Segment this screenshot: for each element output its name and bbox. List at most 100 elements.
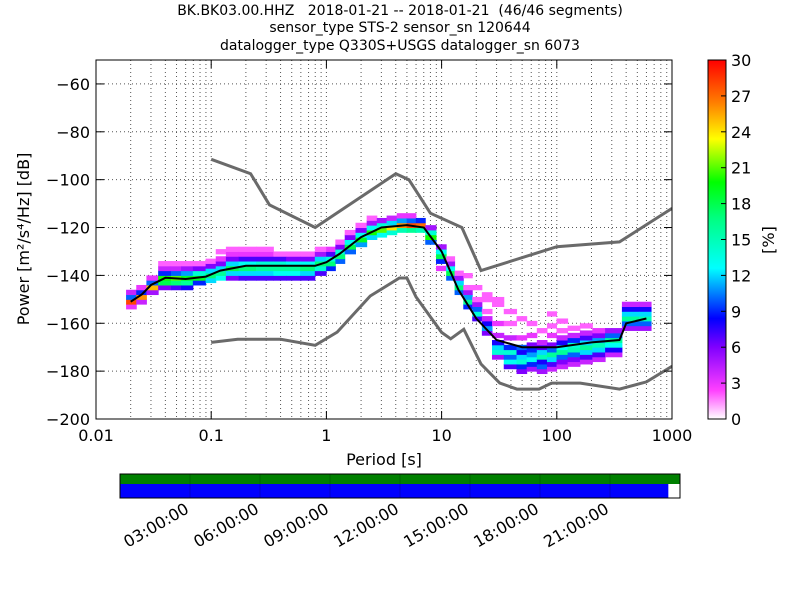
psd-cell bbox=[516, 368, 528, 375]
psd-cell bbox=[344, 244, 356, 250]
psd-cell bbox=[605, 342, 623, 348]
psd-cell bbox=[376, 227, 388, 233]
psd-cell bbox=[158, 280, 172, 286]
psd-cell bbox=[273, 261, 287, 267]
psd-cell bbox=[425, 229, 437, 236]
median-curve bbox=[130, 224, 647, 349]
psd-cell bbox=[158, 270, 172, 276]
psd-cell bbox=[592, 328, 606, 334]
psd-cell bbox=[605, 351, 623, 358]
colorbar-tick-label: 6 bbox=[731, 338, 741, 357]
plot-frame bbox=[95, 59, 673, 420]
psd-cell bbox=[621, 325, 640, 331]
psd-cell bbox=[621, 311, 640, 317]
psd-cell bbox=[386, 225, 398, 231]
time-tick-label: 15:00:00 bbox=[400, 499, 472, 551]
psd-cell bbox=[181, 280, 194, 286]
colorbar-tick-label: 27 bbox=[731, 87, 751, 106]
psd-cell bbox=[481, 316, 493, 322]
psd-cell bbox=[136, 294, 147, 300]
psd-cell bbox=[386, 229, 398, 236]
chart-title-line-1: BK.BK03.00.HHZ 2018-01-21 -- 2018-01-21 … bbox=[177, 3, 623, 19]
colorbar-tick-label: 21 bbox=[731, 159, 751, 178]
time-tick-label: 09:00:00 bbox=[260, 499, 332, 551]
psd-cell bbox=[546, 342, 558, 348]
psd-cell bbox=[481, 308, 493, 315]
time-tick-label: 03:00:00 bbox=[120, 499, 192, 551]
psd-cell bbox=[335, 244, 346, 250]
psd-cell bbox=[556, 318, 569, 324]
psd-cell bbox=[492, 349, 505, 355]
psd-cell bbox=[215, 261, 227, 267]
psd-cell bbox=[314, 265, 327, 272]
psd-cell bbox=[436, 258, 447, 264]
psd-cell bbox=[406, 217, 417, 224]
psd-cell bbox=[556, 359, 569, 365]
psd-cell bbox=[286, 275, 301, 281]
psd-cell bbox=[406, 227, 417, 233]
psd-cell bbox=[344, 249, 356, 255]
psd-cell bbox=[286, 251, 301, 257]
psd-cell bbox=[579, 354, 593, 360]
psd-cell bbox=[621, 316, 640, 322]
psd-cell bbox=[516, 349, 528, 355]
psd-cell bbox=[215, 265, 227, 272]
colorbar-tick-label: 15 bbox=[731, 231, 751, 250]
psd-cell bbox=[639, 320, 652, 327]
psd-cell bbox=[503, 320, 518, 327]
psd-cell bbox=[170, 261, 182, 267]
psd-cell bbox=[300, 275, 316, 281]
psd-cell bbox=[273, 265, 287, 272]
psd-cell bbox=[146, 289, 159, 296]
psd-cell bbox=[567, 356, 581, 363]
psd-cell bbox=[605, 332, 623, 339]
psd-cell bbox=[238, 265, 257, 272]
psd-cell bbox=[492, 354, 505, 360]
psd-cell bbox=[136, 284, 147, 291]
psd-cell bbox=[225, 275, 240, 281]
psd-cell bbox=[355, 227, 368, 233]
psd-cell bbox=[463, 294, 473, 300]
psd-cell bbox=[556, 344, 569, 351]
psd-cell bbox=[335, 258, 346, 264]
psd-cell bbox=[335, 239, 346, 245]
psd-cell bbox=[481, 325, 493, 331]
psd-cell bbox=[556, 335, 569, 341]
psd-cell bbox=[546, 351, 558, 358]
psd-cell bbox=[503, 354, 518, 360]
psd-cell bbox=[192, 261, 207, 267]
psd-cell bbox=[273, 270, 287, 276]
psd-cell bbox=[526, 351, 538, 358]
psd-cell bbox=[436, 253, 447, 260]
psd-cell bbox=[436, 244, 447, 250]
psd-cell bbox=[415, 227, 426, 233]
psd-cell bbox=[238, 251, 257, 257]
time-tick-label: 06:00:00 bbox=[190, 499, 262, 551]
y-tick-label: −160 bbox=[46, 314, 90, 333]
colorbar-tick-label: 9 bbox=[731, 302, 741, 321]
x-tick-label: 0.1 bbox=[198, 426, 223, 445]
psd-cell bbox=[516, 335, 528, 341]
psd-cell bbox=[286, 256, 301, 262]
psd-cell bbox=[579, 330, 593, 336]
psd-cell bbox=[481, 330, 493, 336]
psd-cell bbox=[492, 344, 505, 351]
psd-cell bbox=[546, 311, 558, 317]
psd-cell bbox=[205, 263, 217, 269]
data-coverage-timeline: 03:00:0006:00:0009:00:0012:00:0015:00:00… bbox=[119, 473, 681, 551]
psd-cell bbox=[454, 280, 464, 286]
psd-cell bbox=[396, 227, 408, 233]
psd-cell bbox=[300, 265, 316, 272]
psd-cell bbox=[492, 332, 505, 339]
y-tick-label: −200 bbox=[46, 410, 90, 429]
psd-cell bbox=[344, 229, 356, 236]
psd-cell bbox=[546, 366, 558, 372]
psd-cell bbox=[592, 332, 606, 339]
psd-cell bbox=[286, 261, 301, 267]
psd-cell bbox=[592, 337, 606, 343]
psd-cell bbox=[225, 246, 240, 252]
colorbar-label: [%] bbox=[759, 226, 778, 254]
psd-cell bbox=[300, 261, 316, 267]
psd-cell bbox=[256, 261, 274, 267]
psd-cell bbox=[366, 220, 378, 226]
